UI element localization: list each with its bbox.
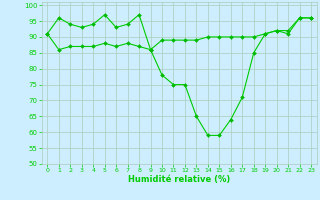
X-axis label: Humidité relative (%): Humidité relative (%) [128,175,230,184]
